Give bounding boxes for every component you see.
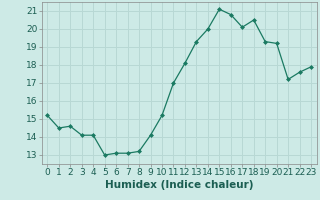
X-axis label: Humidex (Indice chaleur): Humidex (Indice chaleur) — [105, 180, 253, 190]
